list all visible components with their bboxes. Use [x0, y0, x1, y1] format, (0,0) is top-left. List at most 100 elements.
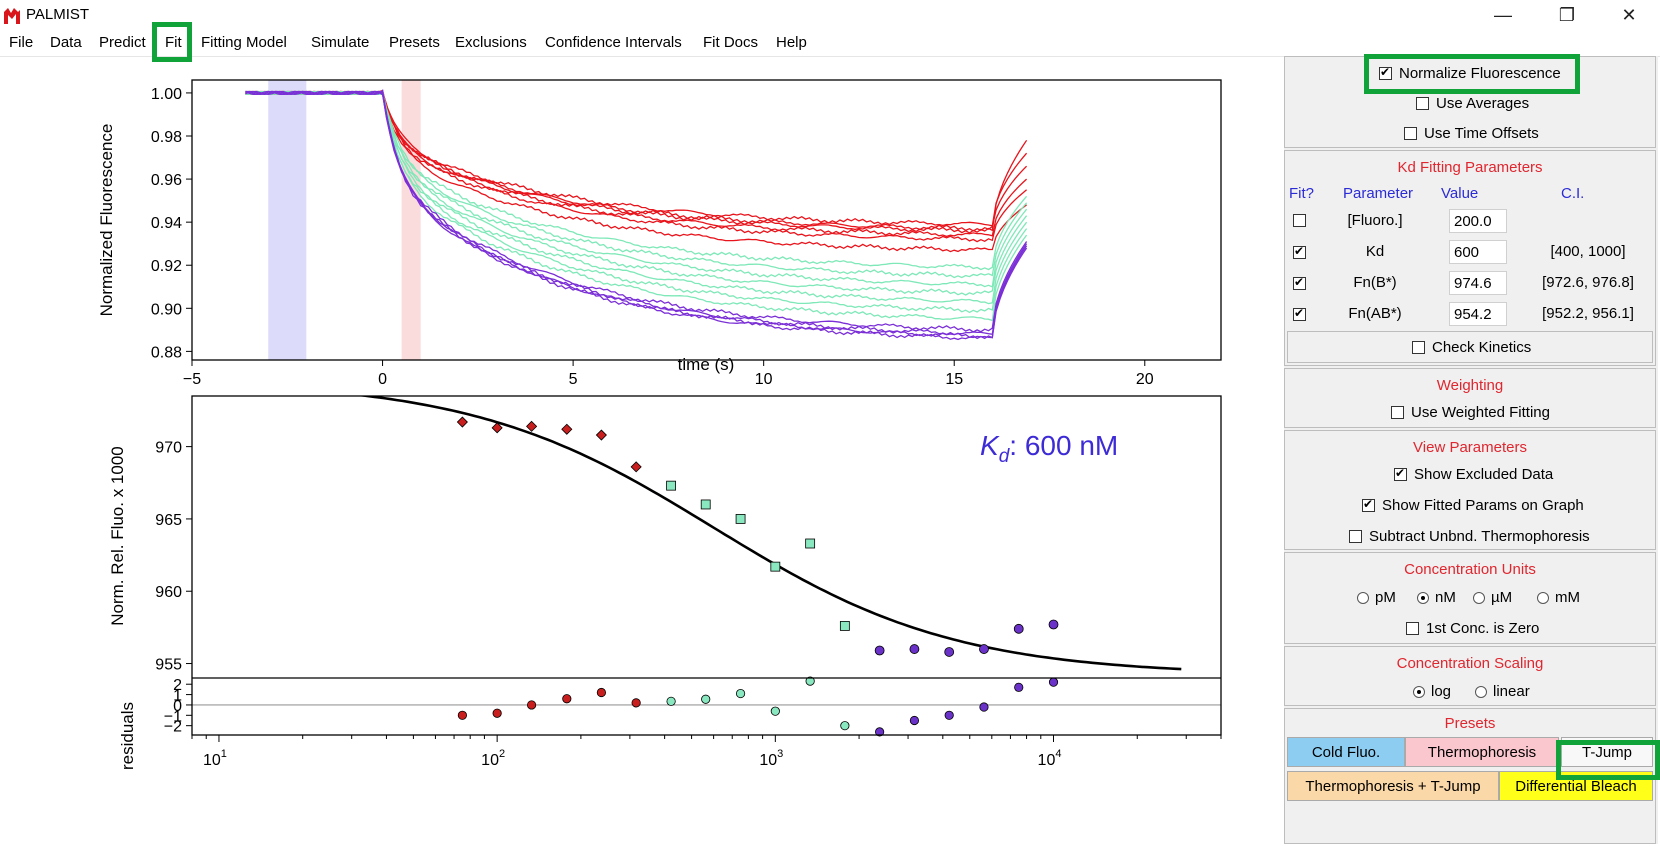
- normalize-fluorescence-label: Normalize Fluorescence: [1399, 65, 1561, 82]
- preset-thermophoresis-button[interactable]: Thermophoresis: [1405, 737, 1559, 767]
- fit-point-square: [666, 480, 676, 491]
- scale-log-label: log: [1431, 683, 1452, 700]
- resid-point: [562, 694, 572, 704]
- presets-group: Presets Cold Fluo. Thermophoresis T-Jump…: [1284, 708, 1656, 844]
- checkbox-box[interactable]: [1349, 530, 1362, 543]
- use-averages-checkbox[interactable]: Use Averages: [1416, 95, 1529, 112]
- menu-simulate[interactable]: Simulate: [311, 34, 370, 51]
- fluoro-value-input[interactable]: [1449, 209, 1507, 233]
- preset-thermo-tjump-button[interactable]: Thermophoresis + T-Jump: [1287, 771, 1499, 801]
- menu-data[interactable]: Data: [50, 34, 82, 51]
- radio-circle[interactable]: [1417, 591, 1429, 604]
- fnab-value-input[interactable]: [1449, 302, 1507, 326]
- check-kinetics-checkbox[interactable]: Check Kinetics: [1412, 339, 1531, 356]
- checkbox-box[interactable]: [1362, 497, 1375, 512]
- fit-point-circle: [944, 647, 955, 657]
- checkbox-box[interactable]: [1394, 466, 1407, 481]
- use-weighted-fitting-label: Use Weighted Fitting: [1411, 404, 1550, 421]
- resid-point: [909, 715, 920, 726]
- xtick-exponent: 2: [499, 748, 505, 760]
- fit-fluoro-checkbox[interactable]: [1293, 214, 1306, 227]
- menu-file[interactable]: File: [9, 34, 34, 51]
- radio-circle[interactable]: [1475, 685, 1487, 698]
- first-conc-zero-checkbox[interactable]: 1st Conc. is Zero: [1406, 620, 1539, 637]
- normalize-fluorescence-checkbox[interactable]: Normalize Fluorescence: [1379, 65, 1561, 82]
- restore-button[interactable]: ❐: [1558, 4, 1576, 25]
- fit-ylabel: Norm. Rel. Fluo. x 1000: [108, 446, 127, 626]
- use-time-offsets-label: Use Time Offsets: [1424, 125, 1539, 142]
- shaded-region-1: [401, 80, 421, 360]
- menu-fitting-model[interactable]: Fitting Model: [201, 34, 287, 51]
- preset-differential-bleach-button[interactable]: Differential Bleach: [1499, 771, 1653, 801]
- first-conc-zero-label: 1st Conc. is Zero: [1426, 620, 1540, 637]
- fit-kd-checkbox[interactable]: [1293, 244, 1306, 259]
- unit-pm-radio[interactable]: pM: [1357, 589, 1396, 606]
- checkbox-box[interactable]: [1406, 622, 1419, 635]
- checkbox-box[interactable]: [1391, 406, 1404, 419]
- preset-cold-fluo-button[interactable]: Cold Fluo.: [1287, 737, 1405, 767]
- minimize-button[interactable]: —: [1494, 4, 1512, 25]
- checkbox-box[interactable]: [1379, 65, 1392, 80]
- checkbox-box[interactable]: [1412, 341, 1425, 354]
- check-kinetics-frame: [1287, 331, 1653, 363]
- use-time-offsets-checkbox[interactable]: Use Time Offsets: [1404, 125, 1539, 142]
- checkbox-box[interactable]: [1416, 97, 1429, 110]
- show-excluded-data-checkbox[interactable]: Show Excluded Data: [1394, 466, 1553, 483]
- menu-exclusions[interactable]: Exclusions: [455, 34, 527, 51]
- fit-fnb-checkbox[interactable]: [1293, 275, 1306, 290]
- unit-um-radio[interactable]: µM: [1473, 589, 1512, 606]
- subtract-unbound-checkbox[interactable]: Subtract Unbnd. Thermophoresis: [1349, 528, 1590, 545]
- trace-xtick-label: 20: [1136, 371, 1154, 388]
- resid-ytick-label: −2: [164, 719, 182, 736]
- trace-series-3: [245, 90, 1028, 238]
- trace-ytick-label: 0.92: [151, 258, 182, 275]
- kd-annotation-value: : 600 nM: [1009, 430, 1118, 461]
- use-weighted-fitting-checkbox[interactable]: Use Weighted Fitting: [1391, 404, 1550, 421]
- settings-panel: Normalize Fluorescence Use Averages Use …: [1284, 56, 1658, 844]
- kd-annotation: Kd: 600 nM: [980, 430, 1118, 467]
- trace-series-8: [245, 90, 1028, 288]
- resid-point: [526, 700, 537, 710]
- scale-linear-radio[interactable]: linear: [1475, 683, 1530, 700]
- concentration-scaling-title: Concentration Scaling: [1396, 655, 1544, 672]
- resid-point: [1048, 677, 1059, 687]
- unit-mm-radio[interactable]: mM: [1537, 589, 1580, 606]
- resid-point: [840, 721, 850, 731]
- unit-nm-radio[interactable]: nM: [1417, 589, 1456, 606]
- fit-point-diamond: [595, 429, 607, 441]
- menu-confidence-intervals[interactable]: Confidence Intervals: [545, 34, 682, 51]
- trace-axes: −5 0 5 10 15 20 1.00 0.98 0.96 0.94 0.92 0.90 0.88: [151, 86, 1154, 388]
- unit-pm-label: pM: [1375, 589, 1396, 606]
- palmist-logo-icon: [2, 6, 22, 26]
- menu-predict[interactable]: Predict: [99, 34, 146, 51]
- value-header: Value: [1441, 185, 1479, 202]
- show-fitted-params-label: Show Fitted Params on Graph: [1382, 497, 1584, 514]
- trace-xlabel: time (s): [678, 355, 735, 374]
- checkbox-box[interactable]: [1404, 127, 1417, 140]
- preset-t-jump-button[interactable]: T-Jump: [1561, 737, 1653, 767]
- kd-value-input[interactable]: [1449, 240, 1507, 264]
- resid-ylabel: residuals: [118, 702, 137, 770]
- xtick-base: 10: [481, 752, 499, 769]
- menu-help[interactable]: Help: [776, 34, 807, 51]
- fit-point-diamond: [561, 423, 573, 435]
- trace-series-2: [245, 89, 1028, 232]
- resid-point: [492, 708, 502, 718]
- radio-circle[interactable]: [1357, 591, 1369, 604]
- fit-fnab-checkbox[interactable]: [1293, 306, 1306, 321]
- menu-fit[interactable]: Fit: [165, 34, 182, 51]
- scale-log-radio[interactable]: log: [1413, 683, 1451, 700]
- radio-circle[interactable]: [1413, 685, 1425, 698]
- display-options-group: Normalize Fluorescence Use Averages Use …: [1284, 56, 1656, 148]
- close-button[interactable]: ✕: [1621, 4, 1637, 25]
- menu-fit-docs[interactable]: Fit Docs: [703, 34, 759, 51]
- menu-presets[interactable]: Presets: [389, 34, 440, 51]
- fnb-value-input[interactable]: [1449, 271, 1507, 295]
- show-fitted-params-checkbox[interactable]: Show Fitted Params on Graph: [1362, 497, 1584, 514]
- kd-annotation-symbol: K: [980, 430, 1000, 461]
- radio-circle[interactable]: [1473, 591, 1485, 604]
- radio-circle[interactable]: [1537, 591, 1549, 604]
- trace-ylabel: Normalized Fluorescence: [97, 124, 116, 317]
- resid-point: [979, 702, 989, 712]
